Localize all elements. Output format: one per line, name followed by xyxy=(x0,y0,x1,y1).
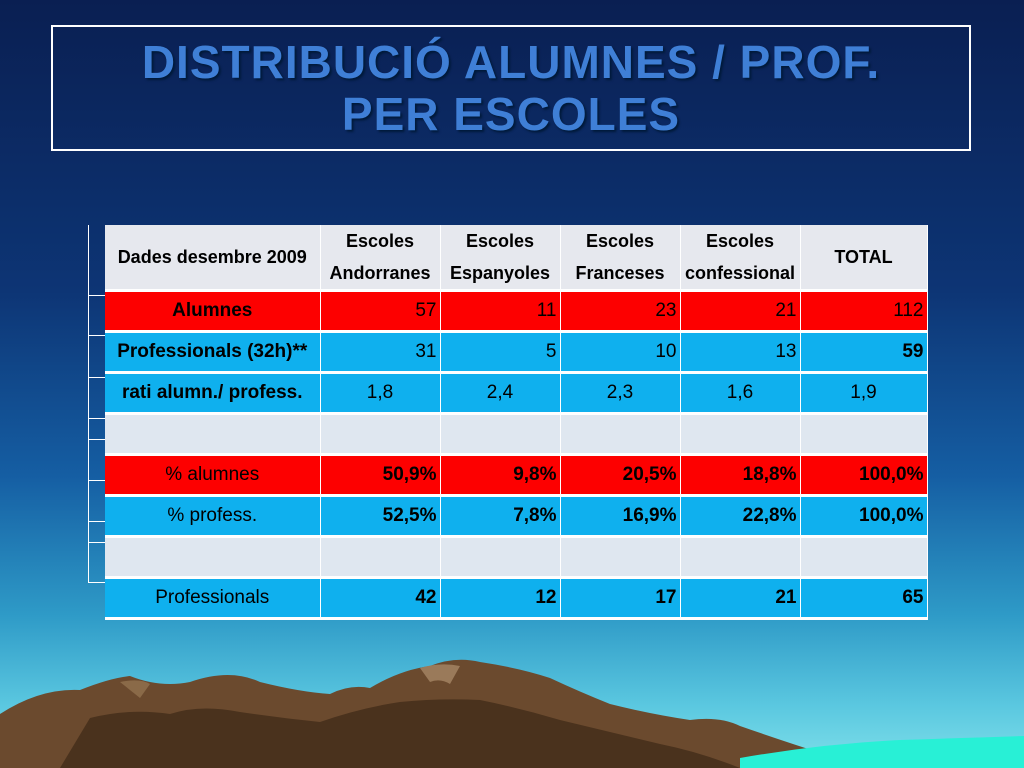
gridline xyxy=(89,480,105,481)
cell: 1,6 xyxy=(680,372,801,414)
cell: 9,8% xyxy=(440,454,561,496)
row-label: Professionals xyxy=(105,577,321,619)
gridline xyxy=(89,542,105,543)
gridline xyxy=(89,377,105,378)
cell-total: 112 xyxy=(800,290,928,332)
title-box: DISTRIBUCIÓ ALUMNES / PROF. PER ESCOLES xyxy=(51,25,971,151)
cell: 12 xyxy=(440,577,561,619)
cell: 10 xyxy=(560,331,681,373)
gridline xyxy=(89,439,105,440)
header-dades: Dades desembre 2009 xyxy=(105,225,321,291)
slide-title-line-2: PER ESCOLES xyxy=(341,88,681,140)
row-label: Alumnes xyxy=(105,290,321,332)
header-confessional: Escoles confessional xyxy=(680,225,801,291)
gridline xyxy=(89,335,105,336)
gridline xyxy=(89,582,105,583)
row-label: % profess. xyxy=(105,495,321,537)
row-label: Professionals (32h)** xyxy=(105,331,321,373)
table-left-gridlines xyxy=(88,225,107,583)
cell-total: 100,0% xyxy=(800,454,928,496)
row-professionals: Professionals 42 12 17 21 65 xyxy=(105,577,928,619)
cell: 11 xyxy=(440,290,561,332)
row-pct-profess: % profess. 52,5% 7,8% 16,9% 22,8% 100,0% xyxy=(105,495,928,537)
mountain-landscape-image xyxy=(0,659,1024,768)
cell: 22,8% xyxy=(680,495,801,537)
cell: 1,8 xyxy=(320,372,441,414)
cell: 52,5% xyxy=(320,495,441,537)
header-franceses: Escoles Franceses xyxy=(560,225,681,291)
cell: 50,9% xyxy=(320,454,441,496)
cell: 57 xyxy=(320,290,441,332)
row-label: rati alumn./ profess. xyxy=(105,372,321,414)
cell: 18,8% xyxy=(680,454,801,496)
gridline xyxy=(89,295,105,296)
cell: 17 xyxy=(560,577,681,619)
row-professionals-32h: Professionals (32h)** 31 5 10 13 59 xyxy=(105,331,928,373)
cell: 2,4 xyxy=(440,372,561,414)
cell: 7,8% xyxy=(440,495,561,537)
cell: 21 xyxy=(680,290,801,332)
cell-total: 100,0% xyxy=(800,495,928,537)
header-espanyoles: Escoles Espanyoles xyxy=(440,225,561,291)
cell: 5 xyxy=(440,331,561,373)
header-andorranes: Escoles Andorranes xyxy=(320,225,441,291)
cell: 21 xyxy=(680,577,801,619)
gridline xyxy=(89,521,105,522)
cell: 42 xyxy=(320,577,441,619)
distribution-table: Dades desembre 2009 Escoles Andorranes Es… xyxy=(105,225,928,620)
row-alumnes: Alumnes 57 11 23 21 112 xyxy=(105,290,928,332)
cell-total: 65 xyxy=(800,577,928,619)
gridline xyxy=(89,418,105,419)
header-total: TOTAL xyxy=(800,225,928,291)
cell: 13 xyxy=(680,331,801,373)
spacer-row xyxy=(105,413,928,455)
cell: 20,5% xyxy=(560,454,681,496)
table-header-row: Dades desembre 2009 Escoles Andorranes Es… xyxy=(105,225,928,291)
slide-title-line-1: DISTRIBUCIÓ ALUMNES / PROF. xyxy=(141,36,881,88)
cell: 31 xyxy=(320,331,441,373)
cell: 23 xyxy=(560,290,681,332)
row-rati: rati alumn./ profess. 1,8 2,4 2,3 1,6 1,… xyxy=(105,372,928,414)
cell-total: 1,9 xyxy=(800,372,928,414)
row-label: % alumnes xyxy=(105,454,321,496)
cell: 16,9% xyxy=(560,495,681,537)
spacer-row xyxy=(105,536,928,578)
cell: 2,3 xyxy=(560,372,681,414)
cell-total: 59 xyxy=(800,331,928,373)
row-pct-alumnes: % alumnes 50,9% 9,8% 20,5% 18,8% 100,0% xyxy=(105,454,928,496)
